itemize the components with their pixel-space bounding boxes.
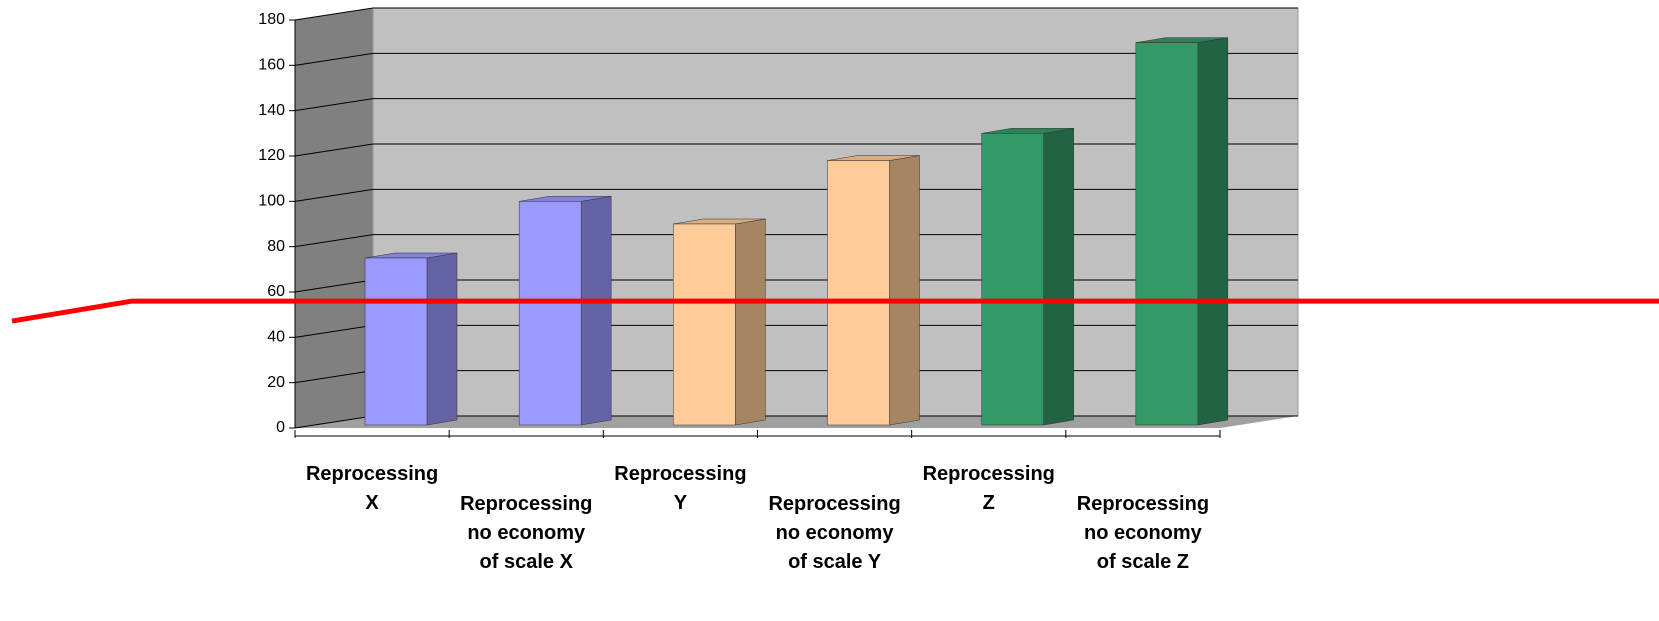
bar-side — [889, 155, 920, 426]
y-tick-label: 20 — [267, 374, 285, 391]
bar — [827, 155, 920, 426]
bar-side — [426, 252, 458, 426]
reference-line — [11, 298, 1659, 324]
bar — [1135, 37, 1229, 426]
bar-front — [518, 201, 582, 426]
bar — [518, 196, 612, 426]
bar-side — [1043, 128, 1074, 426]
grid-line — [294, 7, 1298, 21]
y-tick-label: 120 — [258, 147, 285, 164]
x-tick-label: Reprocessing no economy of scale Y — [768, 493, 901, 573]
y-tick-label: 100 — [258, 193, 285, 210]
bar-side — [1197, 37, 1229, 426]
bar-front — [827, 160, 890, 426]
grid-line — [294, 98, 1298, 112]
y-tick-label: 180 — [258, 11, 285, 28]
bar-side — [580, 196, 612, 426]
x-tick-label: Reprocessing Z — [922, 463, 1055, 514]
x-tick-label: Reprocessing no economy of scale X — [460, 493, 593, 573]
bar-front — [673, 223, 736, 426]
bar — [364, 252, 458, 426]
y-tick-label: 60 — [267, 283, 285, 300]
bar — [673, 218, 766, 426]
bar-front — [364, 257, 428, 426]
x-tick-label: Reprocessing no economy of scale Z — [1076, 493, 1210, 573]
x-tick-label: Reprocessing X — [305, 463, 439, 514]
y-tick-label: 80 — [267, 238, 285, 255]
bar-side — [735, 218, 766, 426]
y-tick-label: 0 — [276, 419, 285, 436]
y-tick-label: 160 — [258, 57, 285, 74]
grid-line — [294, 52, 1298, 66]
bar-front — [1135, 42, 1199, 426]
left-wall — [295, 8, 373, 428]
y-tick-label: 40 — [267, 329, 285, 346]
bar — [981, 128, 1074, 426]
x-tick-label: Reprocessing Y — [614, 463, 747, 514]
y-tick-label: 140 — [258, 102, 285, 119]
bar-front — [981, 133, 1044, 426]
